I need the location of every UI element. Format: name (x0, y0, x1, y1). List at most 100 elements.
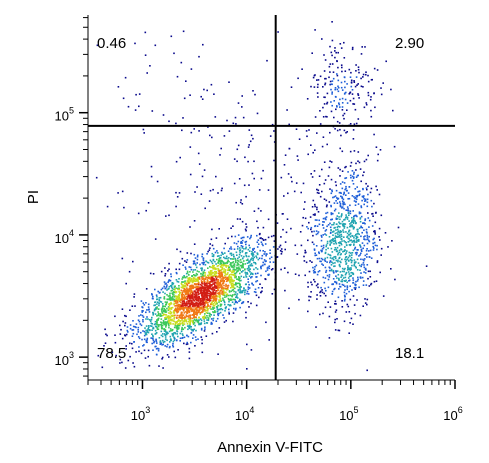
event-point (140, 314, 142, 316)
event-point (208, 274, 211, 276)
event-point (244, 268, 246, 271)
event-point (324, 233, 326, 235)
event-point (340, 215, 343, 217)
event-point (201, 293, 204, 296)
event-point (212, 286, 215, 289)
event-point (170, 299, 172, 301)
event-point (157, 301, 159, 303)
event-point (238, 264, 240, 266)
event-point (357, 203, 360, 205)
event-point (154, 288, 156, 291)
event-point (259, 283, 261, 285)
event-point (202, 297, 205, 299)
event-point (258, 189, 261, 191)
event-point (355, 122, 358, 125)
event-point (378, 227, 381, 230)
event-point (212, 259, 215, 262)
event-point (313, 86, 316, 88)
event-point (326, 143, 328, 146)
event-point (330, 192, 333, 195)
event-point (314, 214, 316, 216)
event-point (353, 264, 356, 267)
event-point (345, 177, 348, 179)
event-point (231, 289, 234, 291)
event-point (192, 271, 194, 273)
event-point (312, 199, 315, 202)
event-point (355, 169, 357, 171)
event-point (203, 317, 205, 320)
event-point (213, 307, 216, 309)
event-point (187, 320, 190, 323)
event-point (335, 275, 337, 277)
event-point (324, 179, 327, 181)
event-point (162, 333, 164, 335)
event-point (161, 322, 163, 324)
event-point (348, 68, 351, 71)
event-point (204, 295, 206, 297)
event-point (352, 129, 355, 131)
event-point (196, 308, 198, 311)
event-point (187, 301, 189, 303)
event-point (335, 281, 338, 284)
event-point (376, 248, 378, 251)
event-point (376, 244, 378, 247)
event-point (194, 262, 196, 265)
event-point (192, 269, 195, 271)
event-point (173, 52, 175, 55)
event-point (341, 283, 344, 286)
event-point (173, 288, 175, 291)
event-point (336, 270, 339, 272)
event-point (197, 338, 199, 340)
event-point (280, 248, 283, 250)
event-point (335, 236, 338, 238)
event-point (221, 264, 223, 266)
event-point (343, 41, 345, 44)
event-point (183, 310, 185, 312)
event-point (174, 285, 176, 287)
event-point (124, 334, 126, 336)
event-point (321, 250, 323, 252)
event-point (224, 274, 226, 277)
event-point (363, 195, 365, 197)
event-point (188, 351, 191, 353)
event-point (216, 308, 219, 310)
event-point (183, 281, 185, 283)
event-point (334, 195, 337, 197)
event-point (223, 271, 225, 274)
event-point (157, 314, 160, 317)
event-point (234, 276, 236, 279)
event-point (163, 333, 166, 335)
event-point (272, 246, 275, 248)
event-point (178, 287, 180, 290)
event-point (362, 174, 364, 177)
event-point (340, 222, 342, 225)
event-point (329, 188, 331, 190)
event-point (336, 318, 338, 320)
event-point (177, 288, 179, 291)
event-point (353, 263, 356, 266)
event-point (161, 287, 164, 290)
event-point (372, 245, 374, 248)
event-point (380, 214, 383, 217)
event-point (198, 277, 200, 279)
event-point (180, 61, 183, 64)
event-point (197, 300, 200, 302)
event-point (181, 317, 184, 320)
quadrant-top-right-value: 2.90 (395, 35, 424, 52)
event-point (149, 65, 151, 67)
event-point (346, 286, 349, 289)
event-point (195, 307, 198, 310)
event-point (235, 271, 238, 274)
event-point (346, 218, 349, 220)
event-point (205, 296, 207, 299)
event-point (176, 308, 179, 311)
event-point (200, 303, 202, 305)
event-point (164, 283, 166, 285)
event-point (248, 144, 250, 146)
event-point (316, 225, 319, 227)
event-point (245, 247, 247, 250)
event-point (378, 236, 380, 238)
event-point (308, 299, 310, 302)
event-point (148, 319, 151, 321)
event-point (349, 212, 352, 215)
